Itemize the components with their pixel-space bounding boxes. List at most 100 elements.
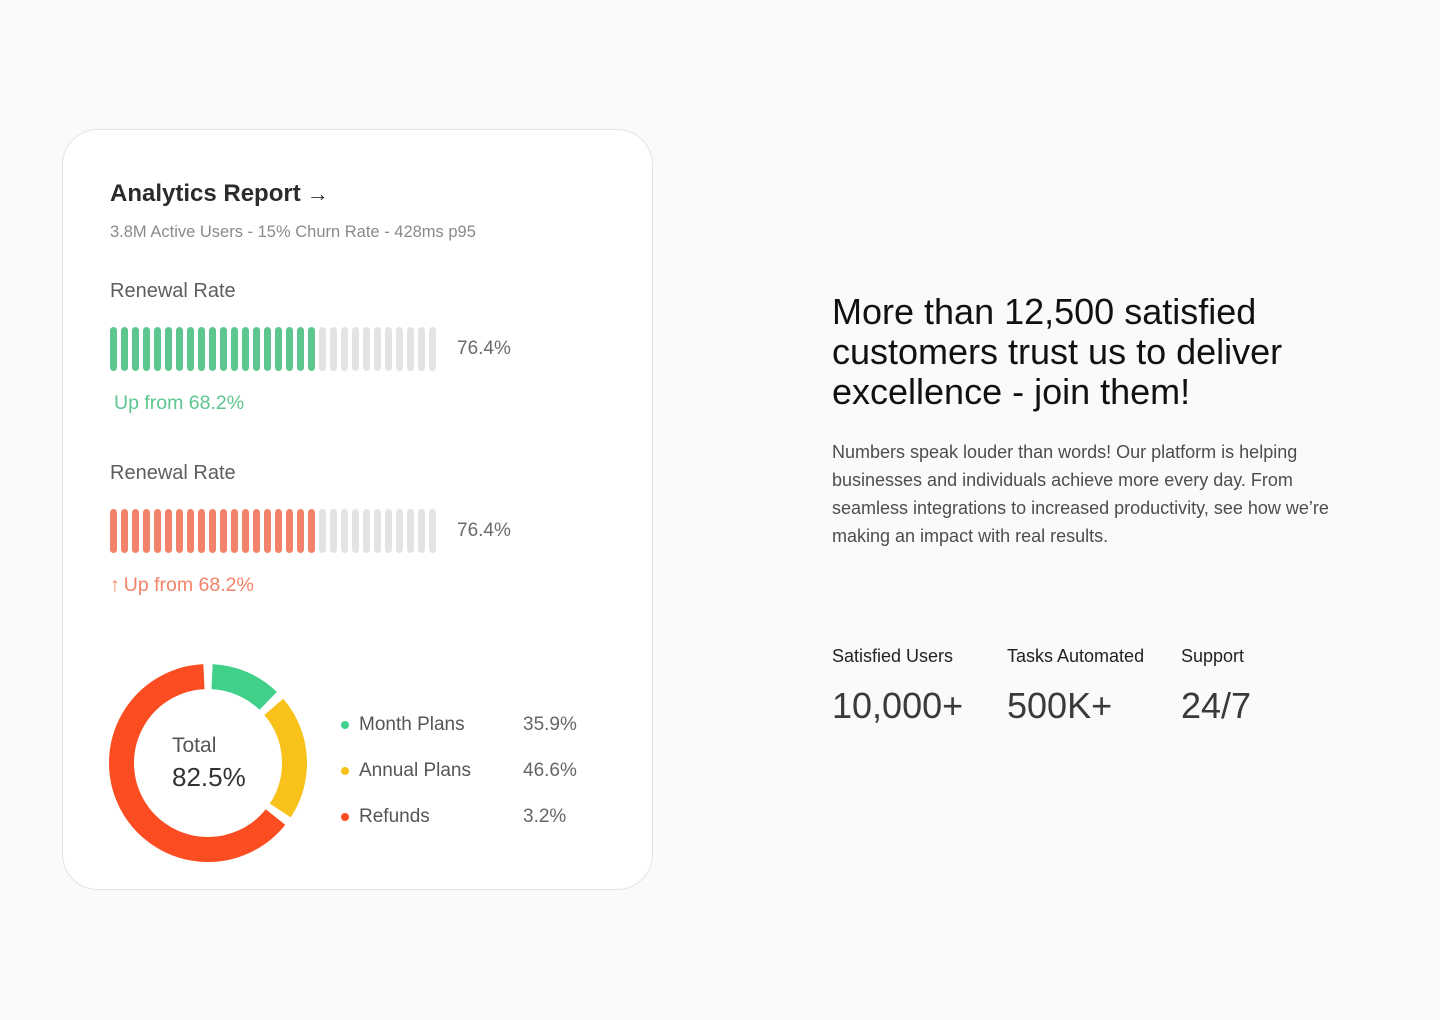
donut-center-label: Total	[172, 733, 217, 757]
bar-segment	[318, 327, 327, 371]
legend-item: Refunds 3.2%	[341, 794, 601, 840]
bar-segment	[175, 327, 184, 371]
bar-segment	[164, 509, 173, 553]
donut-center: Total 82.5%	[108, 663, 308, 863]
bar-segment	[296, 327, 305, 371]
metric-change-2: ↑ Up from 68.2%	[110, 574, 254, 597]
stat-tasks-automated: Tasks Automated 500K+	[1007, 646, 1181, 727]
bar-segment	[186, 327, 195, 371]
bar-segment	[329, 327, 338, 371]
bar-segment	[230, 509, 239, 553]
bar-segment	[164, 327, 173, 371]
bar-segment	[142, 509, 151, 553]
legend-name: Annual Plans	[359, 760, 471, 781]
bar-segment	[351, 509, 360, 553]
legend-dot	[341, 813, 349, 821]
donut-svg	[109, 664, 307, 862]
bar-segment	[307, 327, 316, 371]
bar-segment	[285, 327, 294, 371]
bar-segment	[175, 509, 184, 553]
bar-segment	[417, 327, 425, 371]
bar-segment	[428, 509, 436, 553]
bar-segment	[241, 509, 250, 553]
stat-label: Tasks Automated	[1007, 646, 1145, 666]
bar-segment	[263, 509, 272, 553]
legend-dot	[341, 767, 349, 775]
legend-dot	[341, 721, 349, 729]
bar-segment	[395, 509, 403, 553]
bar-segment	[362, 509, 371, 553]
bar-segment	[329, 509, 338, 553]
legend-value: 35.9%	[523, 714, 577, 735]
bar-segment	[110, 509, 118, 553]
legend-item: Month Plans 35.9%	[341, 702, 601, 748]
bar-segment	[110, 327, 118, 371]
hero-headline: More than 12,500 satisfied customers tru…	[832, 291, 1283, 412]
metric-value-2: 76.4%	[457, 520, 511, 541]
donut-segment-month-plans	[211, 664, 277, 711]
stat-label: Satisfied Users	[832, 646, 954, 666]
stat-satisfied-users: Satisfied Users 10,000+	[832, 646, 1007, 727]
bar-segment	[340, 327, 349, 371]
metric-change-text-2: Up from 68.2%	[123, 574, 254, 596]
metric-label-1: Renewal Rate	[110, 280, 236, 302]
legend-value: 3.2%	[523, 806, 567, 827]
card-subtitle: 3.8M Active Users - 15% Churn Rate - 428…	[110, 223, 476, 241]
bar-segment	[153, 509, 162, 553]
bar-segment	[417, 509, 425, 553]
legend-name: Refunds	[359, 806, 430, 827]
donut-center-value: 82.5%	[172, 761, 246, 792]
bar-segment	[428, 327, 436, 371]
bar-segment	[219, 509, 228, 553]
stat-support: Support 24/7	[1181, 646, 1251, 727]
bar-segment	[384, 509, 392, 553]
metric-change-text-1: Up from 68.2%	[114, 392, 245, 414]
stat-value: 10,000+	[832, 685, 964, 726]
bar-segment	[120, 327, 129, 371]
stats-row: Satisfied Users 10,000+ Tasks Automated …	[832, 646, 1251, 727]
analytics-card: Analytics Report → 3.8M Active Users - 1…	[62, 129, 653, 890]
legend-name: Month Plans	[359, 714, 465, 735]
bar-segment	[373, 327, 382, 371]
up-arrow-icon: ↑	[110, 574, 120, 596]
bar-segment	[197, 327, 206, 371]
legend-item: Annual Plans 46.6%	[341, 748, 601, 794]
bar-segment	[384, 327, 392, 371]
arrow-right-icon: →	[306, 181, 329, 206]
donut-chart: Total 82.5%	[108, 663, 308, 863]
bar-segment	[142, 327, 151, 371]
bar-segment	[120, 509, 129, 553]
bar-segment	[274, 509, 283, 553]
bar-segment	[131, 509, 140, 553]
hero-description: Numbers speak louder than words! Our pla…	[832, 442, 1329, 546]
bar-segment	[406, 327, 414, 371]
bar-segment	[208, 327, 217, 371]
card-title: Analytics Report	[110, 180, 301, 207]
bar-segment	[395, 327, 403, 371]
donut-segment-annual-plans	[263, 698, 307, 818]
bar-segment	[131, 327, 140, 371]
bar-segment	[362, 327, 371, 371]
bar-segment	[252, 327, 261, 371]
bar-segment	[274, 327, 283, 371]
bar-segment	[340, 509, 349, 553]
bar-segment	[351, 327, 360, 371]
hero-section: More than 12,500 satisfied customers tru…	[832, 292, 1352, 550]
bar-segment	[307, 509, 316, 553]
stat-value: 24/7	[1181, 685, 1252, 726]
bar-segment	[263, 327, 272, 371]
bar-segment	[296, 509, 305, 553]
bar-segment	[219, 327, 228, 371]
stat-label: Support	[1181, 646, 1245, 666]
bar-segment	[318, 509, 327, 553]
bar-segment	[373, 509, 382, 553]
legend-value: 46.6%	[523, 760, 577, 781]
bar-segment	[241, 327, 250, 371]
bar-segment	[406, 509, 414, 553]
bar-segment	[285, 509, 294, 553]
analytics-report-link[interactable]: Analytics Report →	[110, 180, 329, 208]
bar-segment	[197, 509, 206, 553]
metric-label-2: Renewal Rate	[110, 462, 236, 484]
bar-segment	[153, 327, 162, 371]
bar-segment	[230, 327, 239, 371]
